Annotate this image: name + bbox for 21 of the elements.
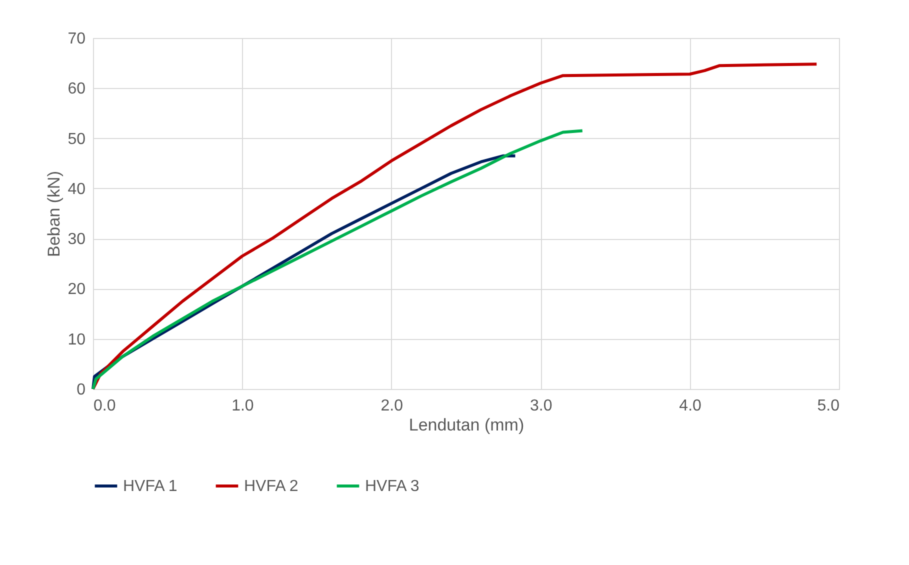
x-tick-label: 1.0 [232,398,254,414]
y-tick-label: 10 [68,331,86,348]
x-tick-label: 2.0 [380,398,404,414]
y-tick-label: 40 [68,180,86,198]
y-tick-label: 20 [68,281,86,298]
legend-label: HVFA 3 [365,478,420,495]
x-tick-label: 5.0 [817,398,840,414]
x-axis-title: Lendutan (mm) [408,416,524,434]
x-tick-label: 0.0 [94,398,116,414]
legend-label: HVFA 1 [123,478,178,495]
y-tick-label: 0 [76,382,86,398]
y-tick-label: 70 [68,30,86,48]
line-series [92,62,818,390]
x-tick-label: 4.0 [679,398,702,414]
y-tick-label: 60 [68,80,86,98]
line-series [92,129,584,390]
x-tick-label: 3.0 [530,398,552,414]
legend-label: HVFA 2 [244,478,298,495]
y-axis-title: Beban (kN) [44,171,64,257]
y-tick-label: 50 [68,130,86,148]
y-tick-label: 30 [68,231,86,248]
